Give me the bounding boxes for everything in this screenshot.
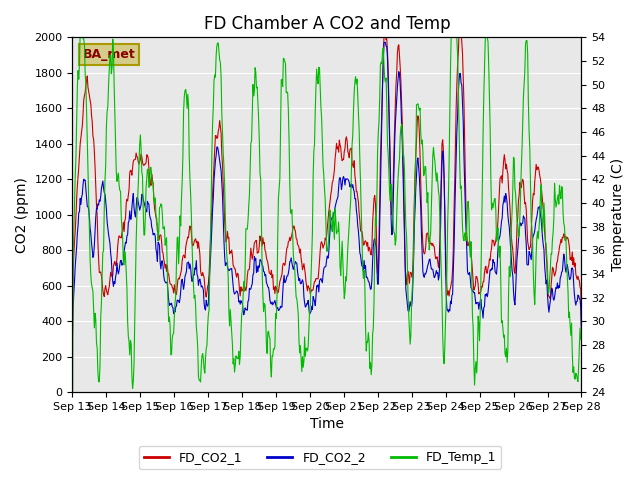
- FD_CO2_2: [389, 202, 397, 207]
- FD_CO2_2: [209, 206, 216, 212]
- FD_CO2_1: [578, 322, 586, 327]
- FD_Temp_1: [389, 221, 397, 227]
- FD_Temp_1: [77, 23, 84, 28]
- FD_CO2_1: [78, 129, 86, 135]
- FD_CO2_1: [403, 271, 411, 276]
- FD_CO2_2: [68, 335, 76, 341]
- FD_Temp_1: [404, 293, 412, 299]
- FD_CO2_2: [182, 271, 189, 277]
- FD_Temp_1: [79, 23, 86, 28]
- Line: FD_CO2_1: FD_CO2_1: [72, 28, 582, 324]
- FD_CO2_1: [388, 205, 396, 211]
- Y-axis label: Temperature (C): Temperature (C): [611, 158, 625, 271]
- Legend: FD_CO2_1, FD_CO2_2, FD_Temp_1: FD_CO2_1, FD_CO2_2, FD_Temp_1: [139, 446, 501, 469]
- FD_CO2_1: [209, 191, 216, 196]
- FD_Temp_1: [131, 319, 138, 324]
- Line: FD_Temp_1: FD_Temp_1: [72, 25, 582, 480]
- X-axis label: Time: Time: [310, 418, 344, 432]
- FD_CO2_2: [578, 333, 586, 339]
- FD_CO2_1: [456, 25, 463, 31]
- Y-axis label: CO2 (ppm): CO2 (ppm): [15, 177, 29, 252]
- FD_CO2_1: [68, 315, 76, 321]
- FD_CO2_2: [381, 39, 388, 45]
- Text: BA_met: BA_met: [83, 48, 135, 61]
- FD_Temp_1: [209, 105, 217, 110]
- Line: FD_CO2_2: FD_CO2_2: [72, 42, 582, 338]
- FD_CO2_1: [130, 157, 138, 163]
- Title: FD Chamber A CO2 and Temp: FD Chamber A CO2 and Temp: [204, 15, 451, 33]
- FD_Temp_1: [578, 336, 586, 342]
- FD_CO2_2: [78, 194, 86, 200]
- FD_CO2_1: [182, 245, 189, 251]
- FD_CO2_2: [404, 308, 412, 313]
- FD_CO2_2: [130, 205, 138, 211]
- FD_Temp_1: [182, 92, 190, 98]
